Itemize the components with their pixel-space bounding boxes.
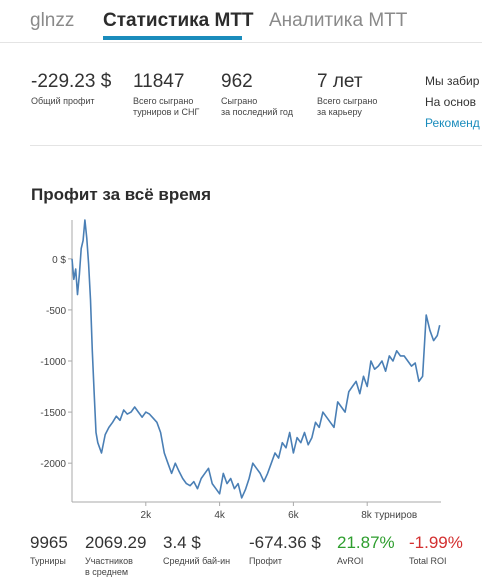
promo-link[interactable]: Рекоменд	[425, 116, 480, 130]
stat-career-label-2: за карьеру	[317, 107, 362, 117]
promo-line-2: На основ	[425, 95, 477, 109]
bottom-stat-avg-entrants: 2069.29 Участников в среднем	[85, 533, 146, 578]
bottom-stat-avg-entrants-value: 2069.29	[85, 533, 147, 552]
tab-bar: glnzz Статистика MTT Аналитика MTT	[0, 0, 482, 43]
promo-line-1: Мы забир	[425, 74, 480, 88]
stat-last-year-label-2: за последний год	[221, 107, 293, 117]
stat-career: 7 лет Всего сыграно за карьеру	[317, 72, 377, 118]
stat-total-tournaments: 11847 Всего сыграно турниров и СНГ	[133, 72, 199, 118]
stat-career-value: 7 лет	[317, 71, 363, 92]
section-title: Профит за всё время	[31, 185, 211, 204]
stat-total-tournaments-label-1: Всего сыграно	[133, 96, 194, 106]
bottom-stat-avg-buyin: 3.4 $ Средний бай-ин	[163, 533, 230, 567]
stat-total-tournaments-value: 11847	[133, 71, 185, 92]
x-tick-label: 6k	[288, 510, 300, 521]
bottom-stat-avroi-label: AvROI	[337, 556, 364, 566]
bottom-stat-total-roi: -1.99% Total ROI	[409, 533, 463, 567]
bottom-stat-profit-value: -674.36 $	[249, 533, 321, 552]
y-tick-label: -2000	[40, 459, 66, 470]
active-tab-indicator	[103, 36, 242, 40]
y-tick-label: 0 $	[52, 255, 66, 266]
bottom-stat-avg-entrants-label-1: Участников	[85, 556, 133, 566]
bottom-stat-avg-buyin-value: 3.4 $	[163, 533, 201, 552]
profit-chart: 0 $ -500 -1000 -1500 -2000 2k 4k 6k 8k турниров	[40, 219, 441, 521]
divider	[30, 145, 482, 146]
bottom-stat-total-roi-label: Total ROI	[409, 556, 447, 566]
promo-text: Мы забир На основ Рекоменд	[425, 71, 482, 134]
y-tick-label: -500	[46, 306, 66, 317]
tab-player[interactable]: glnzz	[30, 10, 75, 31]
bottom-stat-tournaments-value: 9965	[30, 533, 68, 552]
stat-total-profit-value: -229.23 $	[31, 71, 112, 92]
stat-total-profit-label: Общий профит	[31, 96, 95, 106]
stat-total-profit: -229.23 $ Общий профит	[31, 72, 111, 107]
bottom-stat-profit-label: Профит	[249, 556, 283, 566]
bottom-stat-total-roi-value: -1.99%	[409, 533, 463, 552]
x-tick-label: 2k	[141, 510, 153, 521]
bottom-stat-avg-entrants-label-2: в среднем	[85, 567, 129, 577]
profit-series-line	[71, 219, 441, 499]
x-tick-label: 8k турниров	[361, 510, 417, 521]
stat-last-year-value: 962	[221, 71, 253, 92]
bottom-stat-tournaments-label: Турниры	[30, 556, 66, 566]
bottom-stat-avg-buyin-label: Средний бай-ин	[163, 556, 231, 566]
x-tick-label: 4k	[214, 510, 226, 521]
bottom-stat-profit: -674.36 $ Профит	[249, 533, 321, 567]
stat-last-year-label-1: Сыграно	[221, 96, 258, 106]
stat-total-tournaments-label-2: турниров и СНГ	[133, 107, 200, 117]
stat-last-year: 962 Сыграно за последний год	[221, 72, 293, 118]
stat-career-label-1: Всего сыграно	[317, 96, 378, 106]
y-tick-label: -1000	[40, 357, 66, 368]
bottom-stat-avroi-value: 21.87%	[337, 533, 395, 552]
tab-mtt-stats[interactable]: Статистика MTT	[103, 10, 254, 31]
bottom-stat-tournaments: 9965 Турниры	[30, 533, 68, 567]
y-tick-label: -1500	[40, 408, 66, 419]
tab-mtt-analytics[interactable]: Аналитика MTT	[269, 10, 408, 31]
bottom-stat-avroi: 21.87% AvROI	[337, 533, 395, 567]
